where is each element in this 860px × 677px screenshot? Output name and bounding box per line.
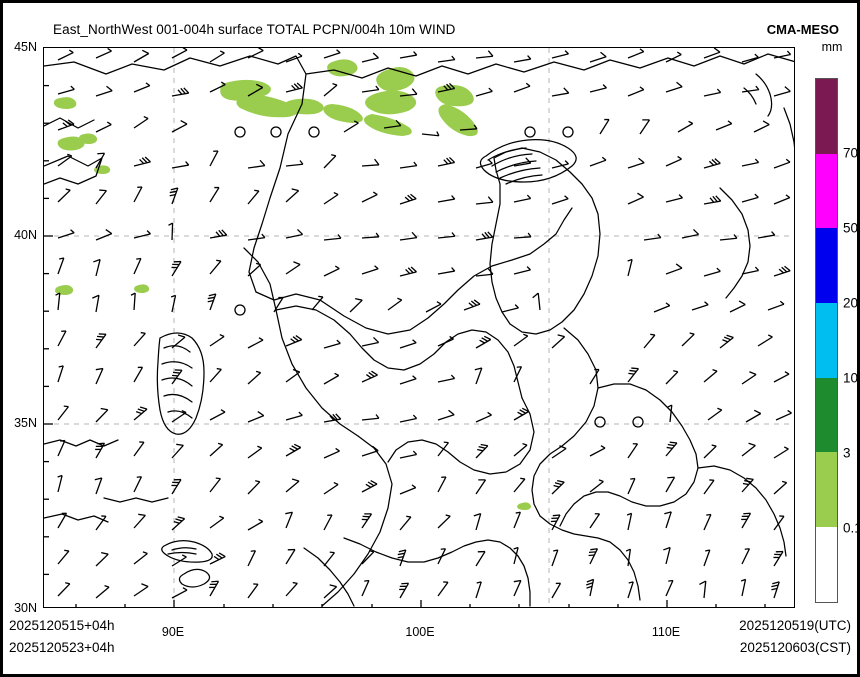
ytick-label-40n: 40N [14,228,37,242]
colorbar-segment-50-70 [816,153,837,229]
colorbar-tick-20: 20 [843,295,859,311]
ytick-label-30n: 30N [14,601,37,615]
colorbar-tick-10: 10 [843,370,859,386]
colorbar-segment-0.1-3 [816,452,837,528]
footer-init-time-line2: 2025120523+04h [9,640,115,655]
colorbar-tick-3: 3 [843,445,851,461]
xtick-label-100e: 100E [405,625,435,639]
colorbar-segment-below-0.1 [816,527,837,602]
gridlines-layer [44,48,794,607]
ytick-label-35n: 35N [14,416,37,430]
geographic-boundaries-layer [44,53,794,607]
colorbar[interactable] [815,78,838,603]
colorbar-unit-label: mm [821,40,843,54]
colorbar-segment-20-50 [816,228,837,304]
footer-valid-time-utc: 2025120519(UTC) [739,618,851,633]
map-panel[interactable] [43,47,795,608]
wind-barbs-layer [53,48,793,599]
footer-init-time-line1: 2025120515+04h [9,618,115,633]
colorbar-tick-50: 50 [843,220,859,236]
colorbar-tick-70: 70 [843,145,859,161]
map-canvas [44,48,794,607]
footer-valid-time-cst: 2025120603(CST) [739,640,851,655]
xtick-label-110e: 110E [651,625,681,639]
precip-shading-layer [53,59,531,510]
xtick-label-90e: 90E [161,625,185,639]
colorbar-tick-0.1: 0.1 [843,520,860,536]
page-title: East_NorthWest 001-004h surface TOTAL PC… [53,22,456,37]
model-source-label: CMA-MESO [766,22,839,37]
ytick-label-45n: 45N [14,40,37,54]
axis-ticks-layer [44,84,766,607]
colorbar-segment-3-10 [816,377,837,453]
colorbar-segment-above-70 [816,79,837,154]
colorbar-segment-10-20 [816,303,837,378]
